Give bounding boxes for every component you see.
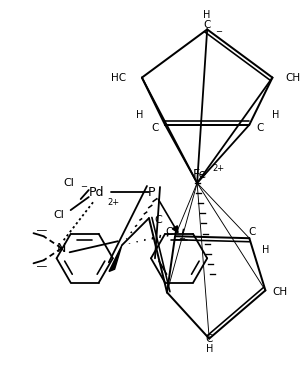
Text: −: −: [178, 234, 185, 243]
Text: 2+: 2+: [108, 198, 120, 206]
Text: ―: ―: [37, 225, 46, 235]
Text: HC: HC: [111, 72, 126, 83]
Text: C: C: [249, 227, 256, 237]
Text: CH: CH: [272, 287, 287, 298]
Text: Pd: Pd: [89, 186, 104, 198]
Text: N: N: [57, 242, 66, 255]
Text: H: H: [262, 245, 269, 255]
Text: −: −: [80, 183, 87, 191]
Text: C: C: [257, 123, 264, 133]
Text: C: C: [151, 123, 159, 133]
Text: C: C: [165, 227, 173, 237]
Text: Fe: Fe: [193, 168, 207, 182]
Text: C: C: [154, 215, 162, 225]
Text: C: C: [203, 20, 211, 30]
Text: 2+: 2+: [212, 164, 224, 173]
Polygon shape: [109, 245, 122, 272]
Text: −: −: [215, 27, 222, 36]
Text: H: H: [206, 344, 213, 354]
Text: ―: ―: [37, 261, 46, 271]
Text: H: H: [203, 10, 211, 20]
Text: P: P: [148, 186, 156, 198]
Text: H: H: [272, 110, 279, 120]
Text: Cl: Cl: [63, 178, 74, 188]
Text: H: H: [136, 110, 144, 120]
Text: Cl: Cl: [53, 210, 64, 220]
Text: C: C: [206, 333, 213, 344]
Text: CH: CH: [285, 72, 300, 83]
